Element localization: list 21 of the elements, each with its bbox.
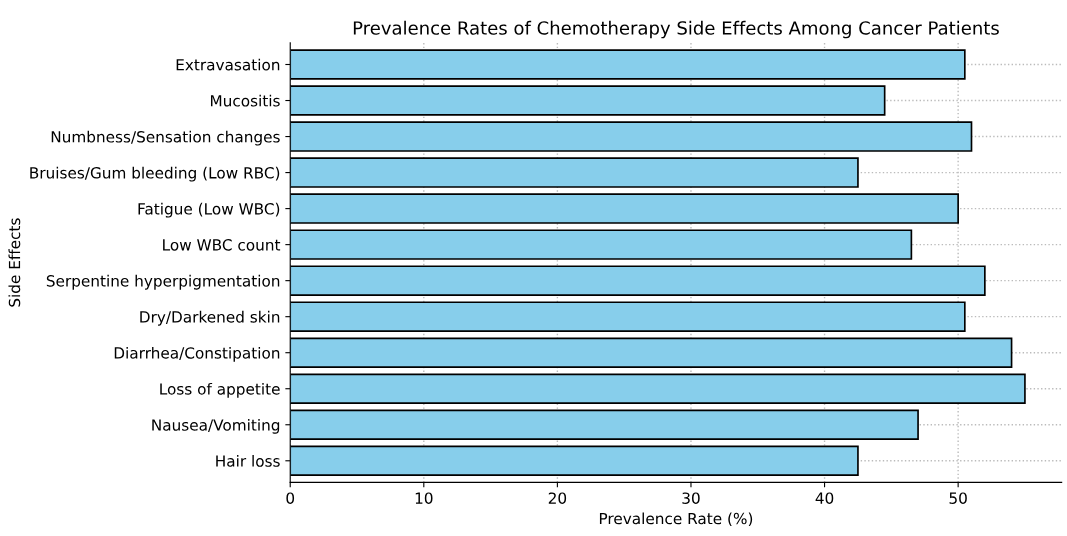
y-tick-label: Nausea/Vomiting: [152, 418, 280, 434]
y-tick-label: Mucositis: [210, 94, 280, 107]
x-tick-label: 0: [286, 492, 295, 504]
y-tick-label: Serpentine hyperpigmentation: [46, 274, 280, 290]
y-tick-label: Bruises/Gum bleeding (Low RBC): [30, 166, 280, 182]
y-tick-label: Fatigue (Low WBC): [138, 202, 280, 218]
x-tick-label: 40: [815, 492, 834, 504]
x-tick-label: 50: [949, 492, 967, 504]
y-tick-label: Extravasation: [176, 58, 280, 71]
x-axis-title: Prevalence Rate (%): [599, 512, 753, 527]
x-tick-label: 10: [415, 492, 433, 504]
y-tick-label: Loss of appetite: [160, 382, 280, 398]
y-tick-label: Diarrhea/Constipation: [114, 346, 280, 362]
y-tick-label: Numbness/Sensation changes: [51, 130, 280, 146]
x-tick-label: 30: [682, 492, 700, 504]
y-tick-label: Low WBC count: [163, 239, 281, 251]
y-tick-label: Hair loss: [216, 454, 280, 467]
chart-title: Prevalence Rates of Chemotherapy Side Effects Among Cancer Patients: [353, 20, 999, 39]
y-tick-label: Dry/Darkened skin: [140, 310, 280, 326]
y-axis-title: Side Effects: [8, 218, 21, 307]
x-tick-label: 20: [548, 492, 567, 504]
